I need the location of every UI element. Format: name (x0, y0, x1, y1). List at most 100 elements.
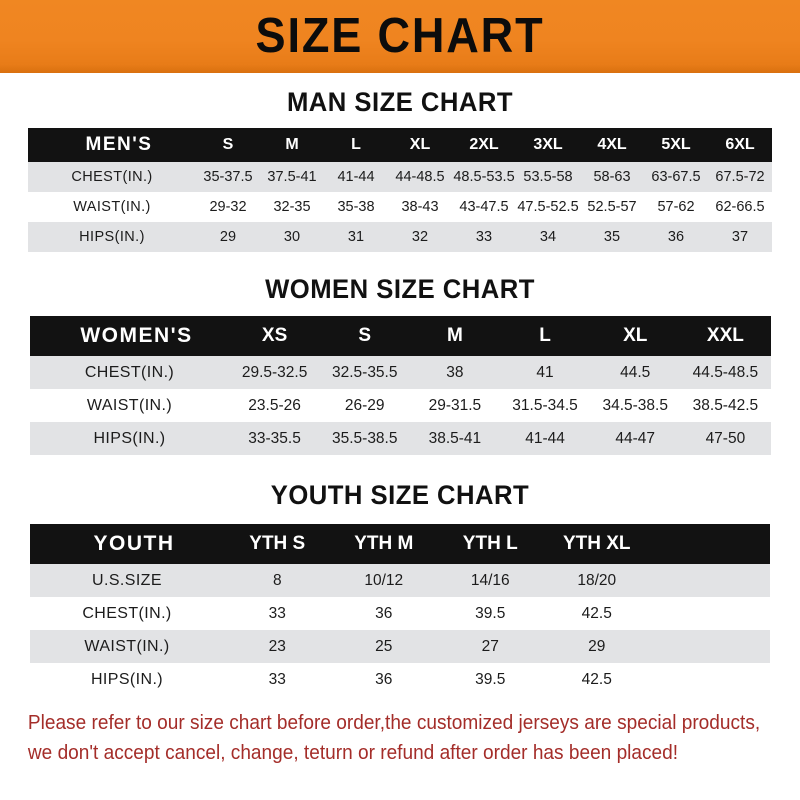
disclaimer-line-1: Please refer to our size chart before or… (27, 711, 761, 734)
men-waist-3xl: 47.5-52.5 (517, 199, 579, 215)
youth-table-wrap: YOUTH YTH S YTH M YTH L YTH XL U.S.SIZE … (0, 524, 800, 696)
women-chest-m: 38 (446, 363, 464, 381)
youth-col-xl: YTH XL (543, 524, 650, 564)
men-waist-l: 35-38 (337, 199, 375, 215)
disclaimer-line-2: we don't accept cancel, change, teturn o… (27, 741, 679, 764)
table-row: WAIST(IN.) 23 25 27 29 (30, 630, 770, 663)
women-hips-l: 41-44 (525, 429, 565, 447)
women-waist-xs: 23.5-26 (248, 396, 301, 414)
women-col-m: M (409, 316, 500, 356)
youth-waist-spacer (650, 630, 770, 663)
women-section-title: WOMEN SIZE CHART (265, 274, 535, 304)
women-corner-label: WOMEN'S (29, 316, 230, 356)
youth-ussize-xl: 18/20 (577, 571, 617, 589)
women-col-xl: XL (590, 316, 681, 356)
youth-ussize-spacer (650, 564, 770, 597)
men-waist-5xl: 57-62 (657, 199, 695, 215)
men-table-head: MEN'S S M L XL 2XL 3XL 4XL 5XL 6XL (28, 128, 772, 162)
men-header-row: MEN'S S M L XL 2XL 3XL 4XL 5XL 6XL (28, 128, 772, 162)
men-chest-6xl: 67.5-72 (715, 169, 765, 185)
men-corner-label: MEN'S (28, 128, 196, 162)
men-col-6xl: 6XL (708, 128, 772, 162)
women-chest-xs: 29.5-32.5 (241, 363, 308, 381)
table-row: WAIST(IN.) 29-32 32-35 35-38 38-43 43-47… (28, 192, 772, 222)
order-policy-disclaimer: Please refer to our size chart before or… (0, 696, 761, 768)
youth-chest-l: 39.5 (475, 604, 506, 622)
men-chest-4xl: 58-63 (593, 169, 631, 185)
men-hips-4xl: 35 (603, 229, 621, 245)
youth-ussize-s: 8 (272, 571, 282, 589)
women-waist-m: 29-31.5 (428, 396, 482, 414)
youth-col-s: YTH S (224, 524, 331, 564)
youth-waist-m: 25 (375, 637, 393, 655)
men-col-m: M (260, 128, 324, 162)
men-size-table: MEN'S S M L XL 2XL 3XL 4XL 5XL 6XL CHEST (28, 128, 772, 252)
youth-waist-s: 23 (268, 637, 286, 655)
women-col-s: S (319, 316, 410, 356)
women-hips-m: 38.5-41 (428, 429, 482, 447)
youth-size-table: YOUTH YTH S YTH M YTH L YTH XL U.S.SIZE … (30, 524, 770, 696)
men-col-2xl: 2XL (452, 128, 516, 162)
men-col-s: S (196, 128, 260, 162)
youth-row-label-chest: CHEST(IN.) (82, 604, 172, 622)
women-col-l: L (499, 316, 591, 356)
youth-chest-s: 33 (268, 604, 286, 622)
men-hips-2xl: 33 (475, 229, 493, 245)
women-hips-xxl: 47-50 (705, 429, 746, 447)
men-waist-2xl: 43-47.5 (459, 199, 509, 215)
women-waist-xl: 34.5-38.5 (602, 396, 668, 414)
women-chest-xl: 44.5 (620, 363, 651, 381)
youth-corner-label: YOUTH (30, 524, 224, 564)
women-row-label-waist: WAIST(IN.) (86, 396, 173, 414)
women-table-wrap: WOMEN'S XS S M L XL XXL CHEST(IN.) 29.5-… (0, 316, 800, 455)
men-chest-5xl: 63-67.5 (651, 169, 701, 185)
men-hips-5xl: 36 (667, 229, 685, 245)
table-row: CHEST(IN.) 35-37.5 37.5-41 41-44 44-48.5… (28, 162, 772, 192)
women-waist-l: 31.5-34.5 (512, 396, 578, 414)
youth-hips-l: 39.5 (475, 670, 506, 688)
men-hips-xl: 32 (411, 229, 429, 245)
men-hips-s: 29 (219, 229, 237, 245)
men-chest-xl: 44-48.5 (395, 169, 445, 185)
men-waist-m: 32-35 (273, 199, 311, 215)
youth-row-label-waist: WAIST(IN.) (84, 637, 170, 655)
table-row: HIPS(IN.) 33 36 39.5 42.5 (30, 663, 770, 696)
youth-section-title: YOUTH SIZE CHART (270, 480, 530, 510)
table-row: CHEST(IN.) 33 36 39.5 42.5 (30, 597, 770, 630)
men-table-body: CHEST(IN.) 35-37.5 37.5-41 41-44 44-48.5… (28, 162, 772, 252)
men-row-label-hips: HIPS(IN.) (79, 229, 145, 245)
men-hips-l: 31 (347, 229, 365, 245)
table-row: WAIST(IN.) 23.5-26 26-29 29-31.5 31.5-34… (29, 389, 771, 422)
men-col-5xl: 5XL (644, 128, 708, 162)
youth-waist-l: 27 (481, 637, 499, 655)
youth-waist-xl: 29 (588, 637, 606, 655)
youth-col-l: YTH L (437, 524, 544, 564)
youth-chest-xl: 42.5 (581, 604, 612, 622)
women-col-xxl: XXL (680, 316, 771, 356)
table-row: HIPS(IN.) 29 30 31 32 33 34 35 36 37 (28, 222, 772, 252)
youth-ussize-m: 10/12 (364, 571, 404, 589)
women-chest-xxl: 44.5-48.5 (692, 363, 759, 381)
women-table-body: CHEST(IN.) 29.5-32.5 32.5-35.5 38 41 44.… (29, 356, 771, 455)
page-title: SIZE CHART (255, 9, 545, 63)
women-size-table: WOMEN'S XS S M L XL XXL CHEST(IN.) 29.5-… (29, 316, 771, 455)
men-waist-4xl: 52.5-57 (587, 199, 637, 215)
men-row-label-waist: WAIST(IN.) (73, 199, 151, 215)
table-row: U.S.SIZE 8 10/12 14/16 18/20 (30, 564, 770, 597)
women-col-xs: XS (229, 316, 320, 356)
youth-row-label-hips: HIPS(IN.) (90, 670, 164, 688)
men-col-3xl: 3XL (516, 128, 580, 162)
youth-header-row: YOUTH YTH S YTH M YTH L YTH XL (30, 524, 770, 564)
youth-chest-spacer (650, 597, 770, 630)
men-row-label-chest: CHEST(IN.) (71, 169, 153, 185)
women-hips-s: 35.5-38.5 (331, 429, 398, 447)
youth-hips-m: 36 (375, 670, 393, 688)
men-chest-3xl: 53.5-58 (523, 169, 573, 185)
youth-table-head: YOUTH YTH S YTH M YTH L YTH XL (30, 524, 770, 564)
women-chest-l: 41 (536, 363, 554, 381)
men-col-l: L (324, 128, 388, 162)
women-waist-s: 26-29 (344, 396, 385, 414)
men-chest-2xl: 48.5-53.5 (453, 169, 515, 185)
chart-content: MAN SIZE CHART MEN'S S M L XL 2XL 3XL 4X… (0, 73, 800, 800)
men-waist-6xl: 62-66.5 (715, 199, 765, 215)
